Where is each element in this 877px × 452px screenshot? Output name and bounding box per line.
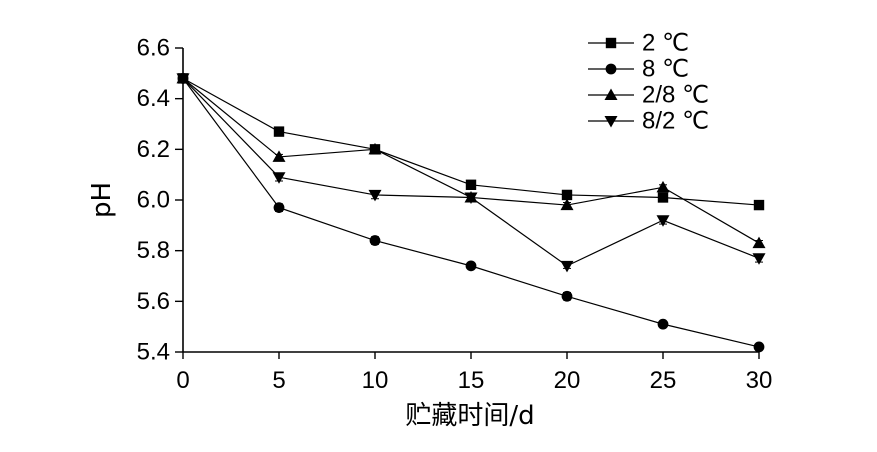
x-axis-label: 贮藏时间/d (405, 401, 534, 431)
y-tick-label: 5.6 (137, 288, 170, 315)
legend: 2 ℃8 ℃2/8 ℃8/2 ℃ (588, 30, 709, 135)
series-2-point (273, 202, 285, 214)
x-tick-label: 25 (650, 367, 677, 394)
legend-label: 8/2 ℃ (642, 108, 709, 135)
series-1-point (561, 189, 573, 201)
series-2-point (657, 318, 669, 330)
y-tick-label: 6.6 (137, 35, 170, 62)
x-tick-label: 30 (746, 367, 773, 394)
y-axis-ticks: 5.4 5.6 5.8 6.0 6.2 6.4 6.6 (137, 35, 183, 366)
series-1-point (657, 192, 669, 203)
legend-label: 2/8 ℃ (642, 82, 709, 109)
x-tick-label: 15 (458, 367, 485, 394)
y-tick-label: 6.0 (137, 187, 170, 214)
legend-label: 2 ℃ (642, 30, 689, 57)
legend-entry-2: 8 ℃ (588, 56, 689, 83)
series-1-point (273, 126, 285, 137)
series-4-point (464, 192, 478, 204)
x-tick-label: 20 (554, 367, 581, 394)
legend-label: 8 ℃ (642, 56, 689, 83)
x-tick-label: 10 (362, 367, 389, 394)
y-tick-label: 5.8 (137, 237, 170, 264)
x-tick-label: 0 (176, 367, 189, 394)
series-4-point (656, 215, 670, 227)
legend-marker (605, 37, 617, 49)
series-4-point (368, 189, 382, 202)
series-1-point (753, 199, 765, 211)
y-tick-label: 6.4 (137, 85, 170, 112)
y-tick-label: 6.2 (137, 136, 170, 163)
series-3-point (656, 180, 670, 193)
series-4-point (272, 172, 286, 184)
series-3-point (560, 198, 574, 211)
y-tick-label: 5.4 (137, 339, 170, 366)
series-4-point (752, 253, 766, 265)
legend-entry-4: 8/2 ℃ (588, 108, 709, 135)
series-3-point (272, 150, 286, 162)
legend-marker (605, 63, 617, 75)
x-axis-ticks: 0 5 10 15 20 25 30 (176, 352, 772, 394)
x-tick-label: 5 (272, 367, 285, 394)
series-3-point (752, 236, 766, 249)
series-1-point (465, 179, 477, 190)
y-axis-label: pH (87, 182, 117, 218)
series-2-point (369, 235, 381, 246)
series-2-point (753, 341, 765, 353)
series-2-point (465, 260, 477, 272)
legend-entry-3: 2/8 ℃ (588, 82, 709, 109)
series-3-point (368, 142, 382, 155)
legend-marker (604, 88, 618, 100)
legend-marker (604, 116, 618, 128)
series-2-point (561, 290, 573, 302)
series-4-point (560, 260, 574, 273)
legend-entry-1: 2 ℃ (588, 30, 689, 57)
